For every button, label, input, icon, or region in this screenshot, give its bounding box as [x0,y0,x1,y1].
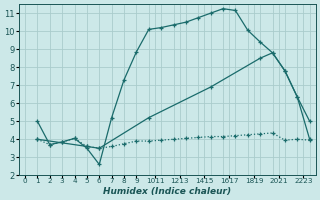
X-axis label: Humidex (Indice chaleur): Humidex (Indice chaleur) [103,187,231,196]
